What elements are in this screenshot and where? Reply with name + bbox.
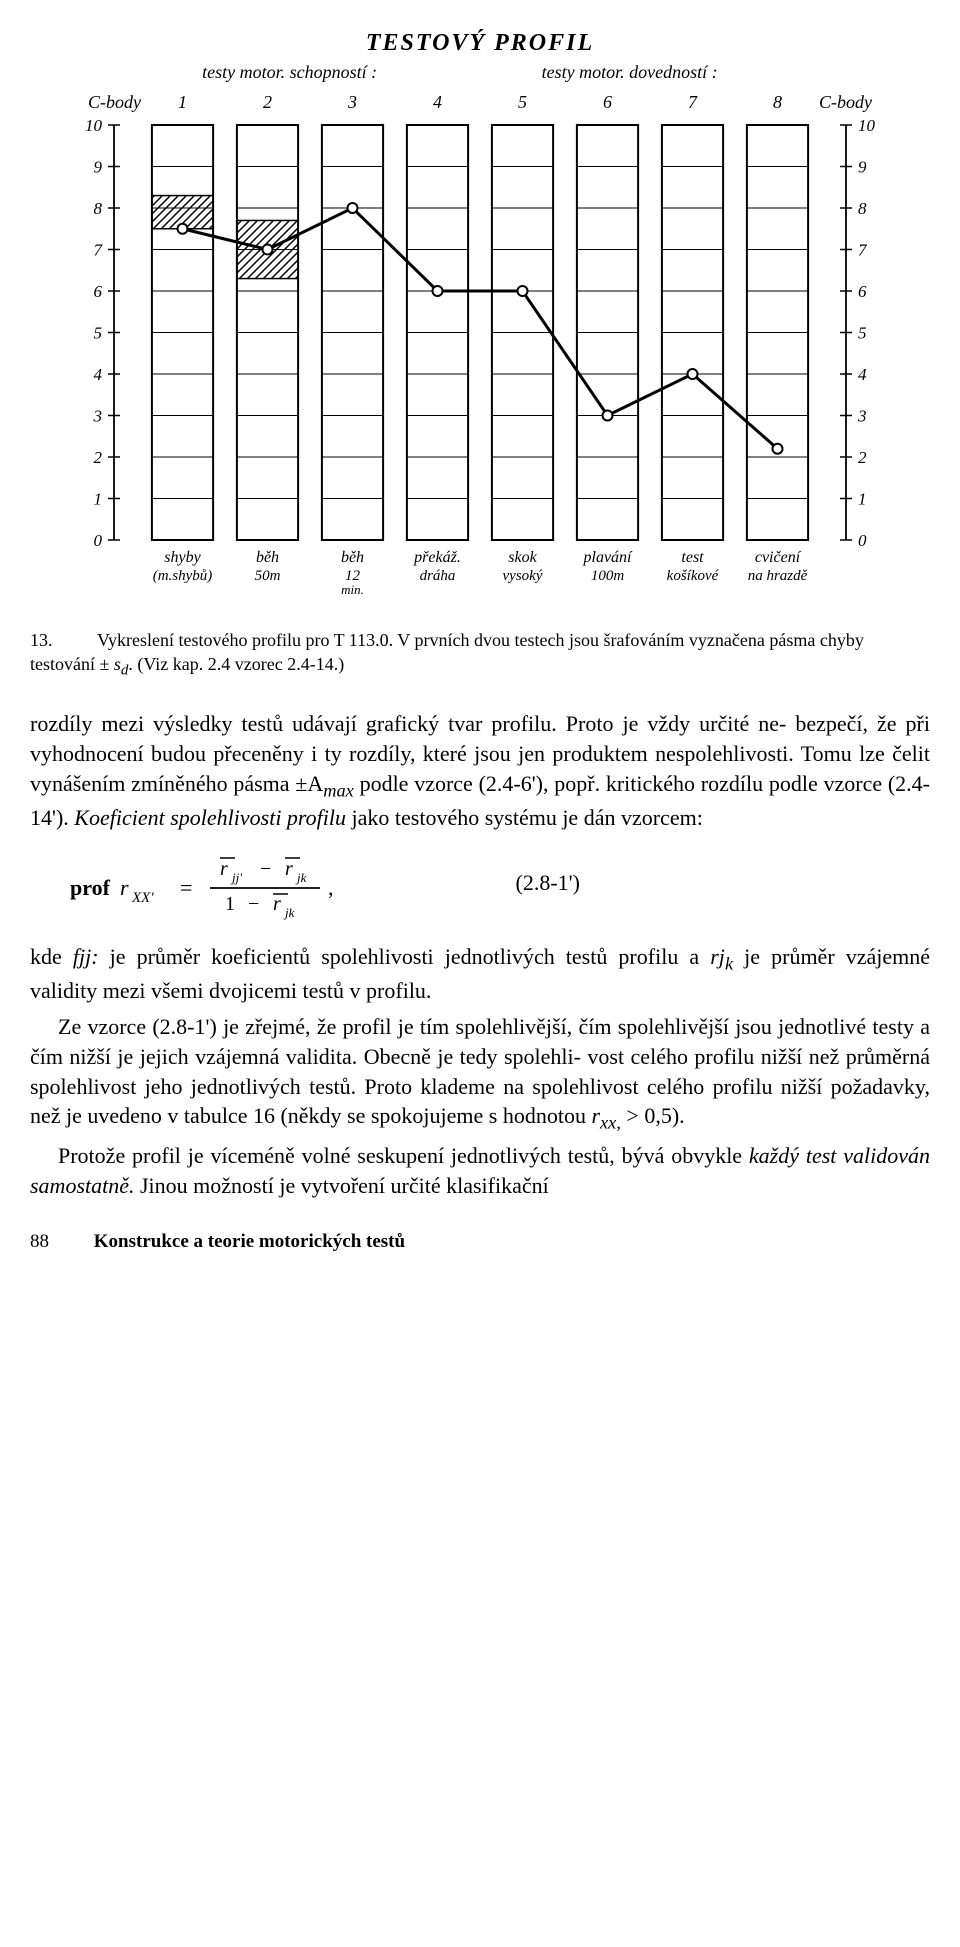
svg-text:min.: min. [341, 582, 364, 597]
formula-prof: prof [70, 875, 111, 900]
formula-xx: XX' [131, 890, 154, 906]
p2-fjj: fjj: [73, 944, 99, 969]
p3-sub: xx, [600, 1113, 621, 1133]
svg-text:jj': jj' [230, 870, 242, 885]
p3-r: r [591, 1103, 600, 1128]
svg-text:3: 3 [347, 92, 357, 112]
svg-text:překáž.: překáž. [413, 549, 461, 566]
p1c: jako testového systému je dán vzorcem: [346, 805, 703, 830]
paragraph-4: Protože profil je víceméně volné seskupe… [30, 1141, 930, 1200]
page-footer: 88 Konstrukce a teorie motorických testů [30, 1229, 930, 1255]
caption-sd: s [114, 654, 121, 674]
svg-text:8: 8 [773, 92, 782, 112]
svg-text:r: r [220, 858, 228, 880]
test-profile-chart: TESTOVÝ PROFIL testy motor. schopností : t… [50, 20, 910, 620]
svg-text:TESTOVÝ PROFIL: TESTOVÝ PROFIL [366, 30, 594, 56]
svg-text:skok: skok [508, 549, 537, 566]
svg-text:vysoký: vysoký [503, 568, 543, 584]
paragraph-2: kde fjj: je průměr koeficientů spolehliv… [30, 942, 930, 1006]
formula-comma: , [328, 875, 334, 900]
svg-text:100m: 100m [591, 568, 625, 584]
svg-text:9: 9 [858, 158, 867, 177]
svg-text:na hrazdě: na hrazdě [748, 568, 808, 584]
svg-text:1: 1 [94, 490, 103, 509]
svg-text:plavání: plavání [583, 549, 634, 566]
formula-block: prof r XX' = r jj' − r jk 1 − r j [70, 850, 930, 920]
svg-text:50m: 50m [255, 568, 281, 584]
svg-text:2: 2 [858, 448, 867, 467]
svg-text:10: 10 [85, 116, 103, 135]
svg-text:−: − [248, 893, 259, 915]
svg-text:1: 1 [178, 92, 187, 112]
svg-text:C-body: C-body [88, 92, 141, 112]
svg-text:5: 5 [858, 324, 867, 343]
formula-eq: = [180, 875, 192, 900]
svg-text:4: 4 [858, 365, 867, 384]
p2a: kde [30, 944, 73, 969]
formula-svg: prof r XX' = r jj' − r jk 1 − r j [70, 850, 430, 920]
svg-text:2: 2 [94, 448, 103, 467]
svg-text:7: 7 [94, 241, 104, 260]
svg-text:6: 6 [603, 92, 612, 112]
svg-text:testy motor. dovedností :: testy motor. dovedností : [542, 62, 718, 82]
p2b: je průměr koeficientů spolehlivosti jedn… [99, 944, 711, 969]
svg-text:jk: jk [283, 905, 295, 920]
p4b: Jinou možností je vytvoření určité klasi… [135, 1173, 549, 1198]
paragraph-3: Ze vzorce (2.8-1') je zřejmé, že profil … [30, 1012, 930, 1135]
svg-text:0: 0 [94, 531, 103, 550]
svg-text:běh: běh [341, 549, 364, 566]
formula-fraction: r jj' − r jk 1 − r jk [210, 858, 320, 920]
svg-text:7: 7 [858, 241, 868, 260]
svg-text:1: 1 [858, 490, 867, 509]
p2-rj: rj [710, 944, 725, 969]
svg-text:dráha: dráha [420, 568, 456, 584]
formula-label: (2.8-1') [516, 868, 580, 898]
caption-number: 13. [30, 630, 53, 650]
svg-text:testy motor. schopností :: testy motor. schopností : [202, 62, 377, 82]
svg-text:3: 3 [857, 407, 867, 426]
svg-text:shyby: shyby [164, 549, 201, 566]
svg-text:8: 8 [858, 199, 867, 218]
p2-k: k [725, 954, 733, 974]
svg-text:6: 6 [94, 282, 103, 301]
figure-caption: 13. Vykreslení testového profilu pro T 1… [30, 628, 930, 681]
svg-text:C-body: C-body [819, 92, 872, 112]
svg-text:−: − [260, 858, 271, 880]
svg-text:4: 4 [94, 365, 103, 384]
svg-text:9: 9 [94, 158, 103, 177]
footer-title: Konstrukce a teorie motorických testů [94, 1231, 405, 1252]
caption-text-b: . (Viz kap. 2.4 vzorec 2.4-14.) [128, 654, 344, 674]
p1-sub: max [323, 780, 354, 800]
svg-text:10: 10 [858, 116, 876, 135]
svg-text:1: 1 [225, 893, 235, 915]
svg-text:r: r [273, 893, 281, 915]
p3a: Ze vzorce (2.8-1') je zřejmé, že profil … [30, 1014, 930, 1128]
svg-text:3: 3 [93, 407, 103, 426]
paragraph-1: rozdíly mezi výsledky testů udávají graf… [30, 709, 930, 832]
svg-text:4: 4 [433, 92, 442, 112]
svg-text:5: 5 [518, 92, 527, 112]
svg-text:(m.shybů): (m.shybů) [153, 568, 213, 584]
svg-text:7: 7 [688, 92, 698, 112]
svg-text:5: 5 [94, 324, 103, 343]
svg-text:6: 6 [858, 282, 867, 301]
p3b: > 0,5). [621, 1103, 685, 1128]
page-number: 88 [30, 1231, 49, 1252]
formula-r: r [120, 875, 129, 900]
svg-text:košíkové: košíkové [667, 568, 720, 584]
svg-text:test: test [681, 549, 704, 566]
svg-text:8: 8 [94, 199, 103, 218]
svg-text:r: r [285, 858, 293, 880]
p4a: Protože profil je víceméně volné seskupe… [58, 1143, 749, 1168]
svg-text:běh: běh [256, 549, 279, 566]
svg-text:0: 0 [858, 531, 867, 550]
svg-text:cvičení: cvičení [755, 549, 802, 566]
svg-text:jk: jk [295, 870, 307, 885]
svg-text:2: 2 [263, 92, 272, 112]
p1-koef: Koeficient spolehlivosti profilu [74, 805, 346, 830]
